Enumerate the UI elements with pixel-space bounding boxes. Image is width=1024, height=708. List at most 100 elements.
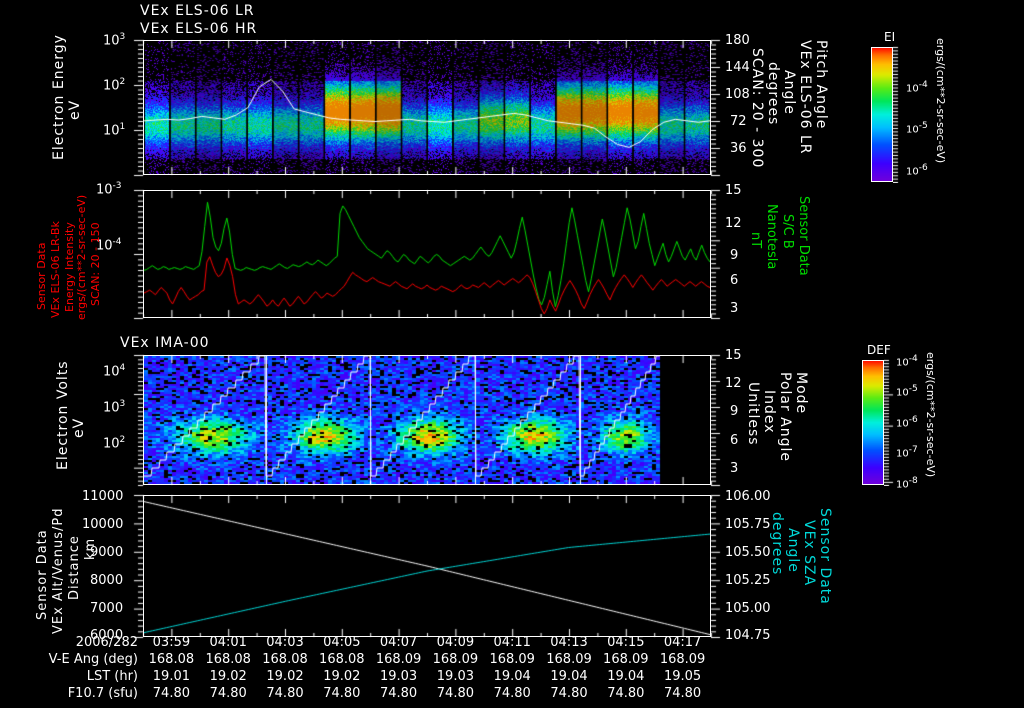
panel3-axes-ticks — [123, 351, 743, 493]
bottom-cell-lst-9: 19.05 — [663, 669, 702, 684]
panel2-ytick-0: 10-3 — [96, 181, 122, 198]
panel2-axes-ticks — [123, 186, 743, 326]
panel1-y2label-line5: SCAN: 20 - 300 — [749, 48, 765, 169]
panel1-ytick-2: 101 — [103, 122, 126, 139]
panel2-y2label-line2: S/C B — [780, 214, 795, 249]
panel1-axes-ticks — [123, 36, 743, 182]
colorbar1-tick-0: 10-4 — [906, 80, 928, 95]
bottom-cell-time-7: 04:13 — [550, 635, 588, 650]
bottom-cell-ve-ang-4: 168.09 — [375, 652, 422, 667]
panel1-y2label-line1: Pitch Angle — [813, 40, 829, 130]
colorbar3-tick-1: 10-5 — [896, 384, 918, 399]
bottom-cell-ve-ang-0: 168.08 — [148, 652, 195, 667]
panel4-ytick-5: 6000 — [90, 628, 124, 643]
panel1-y2tick-1: 144 — [725, 60, 750, 75]
panel2-ylabel-line1: Sensor Data — [35, 242, 48, 310]
bottom-row-label-ve-ang: V-E Ang (deg) — [48, 652, 138, 667]
panel4-ytick-1: 10000 — [82, 517, 124, 532]
panel4-ytick-3: 8000 — [90, 573, 124, 588]
panel4-ytick-2: 9000 — [90, 545, 124, 560]
panel2-y2label-line4: nT — [748, 232, 763, 249]
panel4-ytick-4: 7000 — [90, 601, 124, 616]
panel2-ylabel-line3: Energy Intensity — [63, 222, 76, 312]
bottom-cell-lst-0: 19.01 — [152, 669, 190, 684]
panel1-ylabel-line2: eV — [67, 99, 83, 120]
panel3-y2tick-0: 15 — [725, 348, 742, 363]
panel4-ylabel-line4: km — [83, 537, 98, 560]
panel3-ylabel-line1: Electron Volts — [55, 360, 71, 470]
bottom-cell-f107-6: 74.80 — [493, 686, 531, 701]
bottom-cell-time-4: 04:07 — [379, 635, 418, 650]
bottom-row-label-lst: LST (hr) — [86, 669, 138, 684]
panel1-y2tick-0: 180 — [725, 33, 750, 48]
bottom-cell-time-1: 04:01 — [209, 635, 247, 650]
panel1-ylabel-line1: Electron Energy — [51, 34, 67, 160]
panel3-title: VEx IMA-00 — [120, 335, 210, 351]
panel3-ytick-2: 102 — [103, 435, 126, 452]
bottom-cell-lst-6: 19.04 — [493, 669, 531, 684]
panel2-y2tick-1: 12 — [725, 216, 742, 231]
bottom-cell-lst-7: 19.04 — [550, 669, 588, 684]
bottom-cell-f107-1: 74.80 — [209, 686, 247, 701]
panel4-y2label-line1: Sensor Data — [817, 508, 833, 605]
panel3-y2tick-3: 6 — [730, 433, 739, 448]
panel2-ylabel-line2: VEx ELS-06 LR-Bk — [49, 221, 62, 318]
bottom-cell-time-0: 03:59 — [152, 635, 191, 650]
panel4-y2label-line3: Angle — [785, 528, 801, 573]
bottom-cell-f107-3: 74.80 — [323, 686, 361, 701]
panel2-y2label-line1: Sensor Data — [796, 196, 811, 276]
panel2-ylabel-line4: ergs/(cm**2-sr-sec-eV) — [75, 194, 88, 320]
colorbar3-tick-2: 10-6 — [896, 415, 918, 430]
panel3-ylabel-line2: eV — [71, 417, 87, 438]
panel4-y2tick-5: 104.75 — [725, 628, 771, 643]
panel4-y2tick-4: 105.00 — [725, 601, 771, 616]
bottom-cell-time-3: 04:05 — [323, 635, 361, 650]
colorbar1-tick-1: 10-5 — [906, 121, 928, 136]
panel4-y2tick-0: 106.00 — [725, 489, 771, 504]
colorbar3-tick-0: 10-4 — [896, 354, 918, 369]
panel4-ylabel-line2: VEx Alt/Venus/Pd — [51, 507, 66, 634]
panel4-ylabel-line3: Distance — [67, 535, 82, 600]
panel4-y2label-line2: VEx SZA — [801, 520, 817, 587]
bottom-row-label-f107: F10.7 (sfu) — [67, 686, 138, 701]
bottom-cell-lst-2: 19.02 — [266, 669, 304, 684]
panel4-y2tick-3: 105.25 — [725, 573, 771, 588]
panel2-ylabel-line5: SCAN: 20 - 150 — [89, 222, 102, 306]
bottom-cell-f107-4: 74.80 — [379, 686, 418, 701]
panel3-y2tick-2: 9 — [730, 404, 739, 419]
colorbar1-ticks — [893, 46, 905, 183]
panel4-ylabel-line1: Sensor Data — [35, 529, 50, 620]
colorbar3 — [862, 360, 884, 485]
bottom-cell-time-9: 04:17 — [663, 635, 702, 650]
panel3-y2tick-4: 3 — [730, 461, 739, 476]
bottom-cell-f107-0: 74.80 — [152, 686, 190, 701]
panel2-y2label-line3: Nanotesla — [764, 204, 779, 270]
colorbar3-tick-4: 10-8 — [896, 476, 918, 491]
panel2-ytick-1: 10-4 — [96, 237, 122, 254]
panel4-axes-ticks — [123, 491, 743, 643]
panel2-y2tick-0: 15 — [725, 183, 742, 198]
bottom-row-label-time: 2006/282 — [75, 635, 138, 650]
panel3-ytick-0: 104 — [103, 363, 126, 380]
bottom-cell-f107-7: 74.80 — [550, 686, 588, 701]
bottom-cell-ve-ang-3: 168.08 — [319, 652, 365, 667]
panel1-ytick-1: 102 — [103, 77, 126, 94]
panel3-y2label-line1: Mode — [793, 372, 809, 415]
bottom-cell-lst-4: 19.03 — [379, 669, 418, 684]
bottom-cell-f107-9: 74.80 — [663, 686, 702, 701]
panel2-y2tick-2: 9 — [730, 248, 739, 263]
panel4-y2tick-2: 105.50 — [725, 545, 771, 560]
panel1-y2label-line2: VEx ELS-06 LR — [797, 40, 813, 155]
bottom-cell-ve-ang-9: 168.09 — [659, 652, 706, 667]
colorbar3-tick-3: 10-7 — [896, 445, 918, 460]
colorbar1-tick-2: 10-6 — [906, 163, 928, 178]
bottom-cell-lst-1: 19.02 — [209, 669, 247, 684]
panel3-y2label-line3: Index — [761, 390, 777, 434]
bottom-cell-f107-8: 74.80 — [607, 686, 645, 701]
panel1-title-lr: VEx ELS-06 LR — [140, 3, 255, 19]
panel1-y2label-line3: Angle — [781, 70, 797, 115]
colorbar3-ticks — [884, 359, 896, 486]
panel3-y2label-line2: Polar Angle — [777, 372, 793, 463]
panel1-y2tick-2: 108 — [725, 87, 750, 102]
colorbar3-title: DEF — [867, 343, 891, 357]
